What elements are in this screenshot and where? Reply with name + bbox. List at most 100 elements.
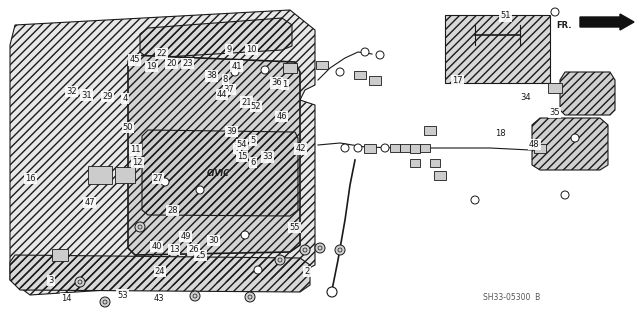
- Text: 10: 10: [246, 45, 257, 54]
- Circle shape: [241, 231, 249, 239]
- Text: 3: 3: [49, 276, 54, 285]
- Text: 13: 13: [169, 245, 179, 254]
- Text: 15: 15: [237, 152, 247, 161]
- Text: 6: 6: [250, 158, 255, 167]
- Text: 47: 47: [84, 198, 95, 207]
- Text: 23: 23: [182, 59, 193, 68]
- Text: 50: 50: [123, 123, 133, 132]
- Text: 35: 35: [550, 108, 560, 117]
- Text: 18: 18: [495, 130, 506, 138]
- Text: 9: 9: [227, 45, 232, 54]
- Bar: [369, 76, 381, 85]
- Circle shape: [231, 68, 239, 76]
- Text: 5: 5: [250, 136, 255, 145]
- Polygon shape: [142, 130, 298, 216]
- Text: 55: 55: [289, 223, 300, 232]
- Text: 39: 39: [227, 127, 237, 136]
- Bar: [434, 171, 446, 180]
- Circle shape: [335, 245, 345, 255]
- Text: 27: 27: [153, 174, 163, 183]
- Text: 25: 25: [195, 251, 205, 260]
- Bar: [445, 15, 550, 83]
- Bar: [354, 71, 366, 79]
- Text: 52: 52: [251, 102, 261, 111]
- Circle shape: [471, 196, 479, 204]
- Polygon shape: [532, 118, 608, 170]
- Text: FR.: FR.: [557, 20, 572, 29]
- Polygon shape: [10, 10, 315, 295]
- Text: 4: 4: [122, 94, 127, 103]
- Text: 22: 22: [156, 49, 166, 58]
- Bar: [534, 144, 546, 153]
- Circle shape: [327, 287, 337, 297]
- Circle shape: [245, 292, 255, 302]
- Bar: [410, 159, 420, 167]
- Text: 20: 20: [166, 59, 177, 68]
- Bar: [424, 126, 436, 135]
- Circle shape: [300, 245, 310, 255]
- Bar: [548, 83, 562, 93]
- Text: 40: 40: [152, 242, 162, 251]
- Bar: [52, 249, 68, 261]
- Polygon shape: [128, 55, 300, 255]
- Text: 45: 45: [129, 56, 140, 64]
- Text: 29: 29: [102, 92, 113, 101]
- Bar: [364, 144, 376, 153]
- FancyArrow shape: [580, 14, 634, 30]
- Bar: [115, 167, 135, 183]
- Text: 1: 1: [282, 80, 287, 89]
- Text: 32: 32: [67, 87, 77, 96]
- Circle shape: [161, 178, 169, 186]
- Bar: [316, 61, 328, 69]
- Bar: [283, 63, 297, 73]
- Bar: [152, 138, 290, 152]
- Circle shape: [336, 68, 344, 76]
- Text: 48: 48: [529, 140, 540, 149]
- Circle shape: [551, 8, 559, 16]
- Text: 51: 51: [500, 11, 511, 20]
- Text: 28: 28: [168, 206, 178, 215]
- Text: 37: 37: [224, 85, 234, 94]
- Text: 12: 12: [132, 158, 143, 167]
- Text: SH33-05300  B: SH33-05300 B: [483, 293, 541, 302]
- Text: 24: 24: [155, 267, 165, 276]
- Circle shape: [315, 243, 325, 253]
- Bar: [152, 190, 290, 204]
- Text: 2: 2: [305, 267, 310, 276]
- Circle shape: [261, 66, 269, 74]
- Text: CIVIC: CIVIC: [207, 168, 229, 177]
- Bar: [400, 144, 410, 152]
- Text: 53: 53: [118, 291, 128, 300]
- Text: 11: 11: [131, 145, 141, 154]
- Bar: [445, 15, 550, 83]
- Text: 26: 26: [188, 245, 198, 254]
- Text: 43: 43: [154, 294, 164, 303]
- Circle shape: [100, 297, 110, 307]
- Circle shape: [561, 191, 569, 199]
- Text: 49: 49: [180, 232, 191, 241]
- Text: 31: 31: [81, 91, 92, 100]
- Text: 21: 21: [241, 98, 252, 107]
- Text: 7: 7: [234, 144, 239, 153]
- Circle shape: [75, 277, 85, 287]
- Circle shape: [361, 48, 369, 56]
- Circle shape: [190, 291, 200, 301]
- Text: 30: 30: [208, 236, 218, 245]
- Bar: [390, 144, 400, 152]
- Polygon shape: [10, 255, 310, 292]
- Text: 34: 34: [521, 93, 531, 102]
- Text: 41: 41: [232, 62, 242, 70]
- Text: 44: 44: [217, 90, 227, 99]
- Bar: [420, 144, 430, 152]
- Circle shape: [381, 144, 389, 152]
- Bar: [152, 138, 290, 152]
- Text: 54: 54: [237, 140, 247, 149]
- Text: 46: 46: [276, 112, 287, 121]
- Text: 14: 14: [61, 294, 71, 303]
- Circle shape: [196, 186, 204, 194]
- Text: 33: 33: [262, 152, 273, 161]
- Polygon shape: [140, 18, 292, 58]
- Circle shape: [571, 134, 579, 142]
- Bar: [152, 190, 290, 204]
- Bar: [430, 159, 440, 167]
